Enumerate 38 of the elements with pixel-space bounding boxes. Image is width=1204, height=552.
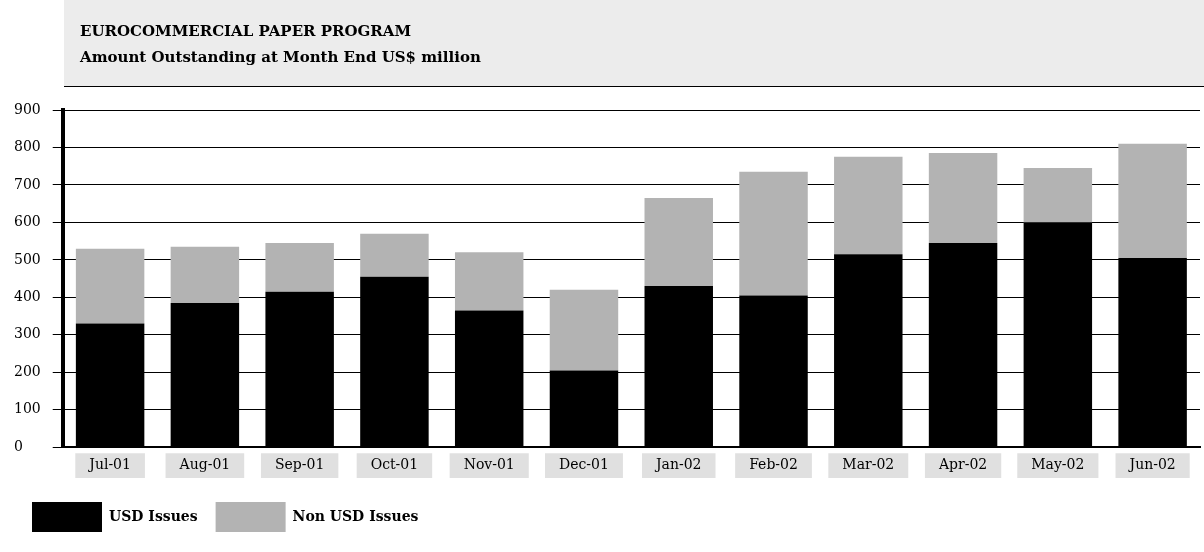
chart-subtitle: Amount Outstanding at Month End US$ million bbox=[80, 47, 482, 68]
bar bbox=[644, 198, 713, 287]
x-tick-label: Oct-01 bbox=[370, 456, 419, 473]
x-tick-label: May-02 bbox=[1031, 456, 1085, 473]
bar bbox=[739, 171, 808, 296]
x-tick-label: Aug-01 bbox=[178, 456, 231, 473]
bar bbox=[265, 243, 334, 292]
y-tick-label: 100 bbox=[14, 400, 41, 417]
bar bbox=[360, 233, 429, 277]
y-tick-label: 900 bbox=[14, 100, 41, 117]
y-tick-label: 600 bbox=[14, 213, 41, 230]
bar bbox=[928, 153, 998, 244]
legend-label: USD Issues bbox=[109, 507, 198, 524]
x-tick-label: Sep-01 bbox=[274, 456, 325, 473]
y-tick-label: 700 bbox=[14, 175, 41, 192]
y-tick-label: 400 bbox=[14, 287, 41, 304]
x-tick-label: Mar-02 bbox=[842, 456, 895, 473]
x-tick-label: Feb-02 bbox=[749, 456, 798, 473]
x-tick-label: Jan-02 bbox=[653, 456, 702, 473]
y-tick-label: 800 bbox=[14, 138, 41, 155]
x-tick-label: Jul-01 bbox=[87, 456, 131, 473]
y-tick-label: 0 bbox=[14, 437, 23, 454]
x-tick-label: Apr-02 bbox=[937, 456, 988, 473]
y-tick-label: 500 bbox=[14, 250, 41, 267]
x-tick-label: Jun-02 bbox=[1127, 456, 1176, 473]
x-tick-label: Nov-01 bbox=[463, 456, 515, 473]
bar bbox=[549, 289, 619, 371]
bar bbox=[1118, 143, 1187, 258]
bar bbox=[170, 246, 240, 303]
y-tick-label: 300 bbox=[14, 325, 41, 342]
bar bbox=[454, 252, 524, 311]
bar bbox=[834, 156, 903, 255]
legend-label: Non USD Issues bbox=[292, 507, 419, 524]
y-tick-label: 200 bbox=[14, 362, 41, 379]
bar bbox=[75, 248, 145, 324]
x-tick-label: Dec-01 bbox=[559, 456, 609, 473]
bar bbox=[1023, 168, 1093, 223]
chart-title: EUROCOMMERCIAL PAPER PROGRAM bbox=[80, 21, 413, 42]
